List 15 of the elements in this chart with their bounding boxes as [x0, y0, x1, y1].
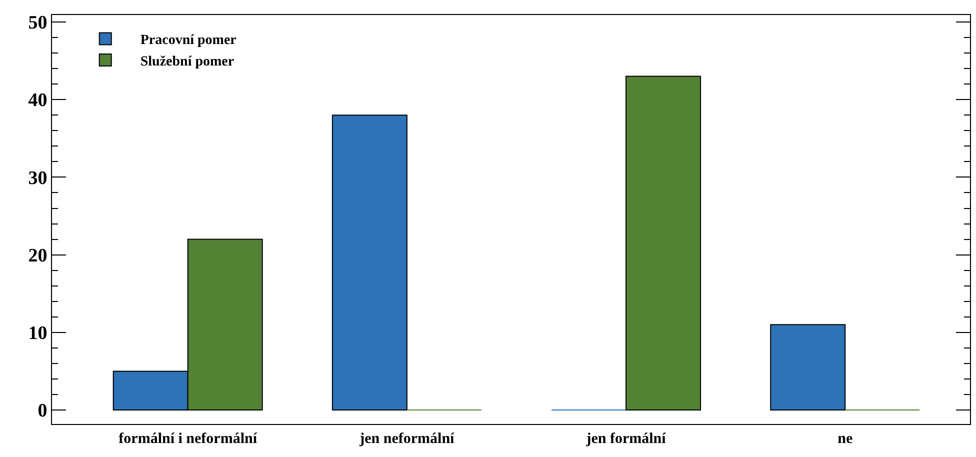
y-tick-label: 30 [28, 168, 48, 189]
bar [626, 76, 702, 411]
x-tick-label: jen neformální [358, 431, 456, 447]
legend-label: Pracovní pomer [140, 33, 236, 48]
x-tick-label: ne [838, 431, 853, 447]
y-tick-label: 10 [28, 323, 48, 344]
y-tick-label: 40 [28, 90, 48, 112]
x-tick-label: jen formální [585, 431, 667, 447]
bar [332, 114, 408, 411]
y-tick-label: 20 [28, 245, 48, 266]
legend-label: Služební pomer [140, 54, 234, 70]
y-tick-label: 0 [38, 400, 48, 422]
x-tick-label: formální i neformální [118, 431, 258, 447]
y-tick-label: 50 [28, 12, 48, 34]
bar [770, 324, 846, 411]
